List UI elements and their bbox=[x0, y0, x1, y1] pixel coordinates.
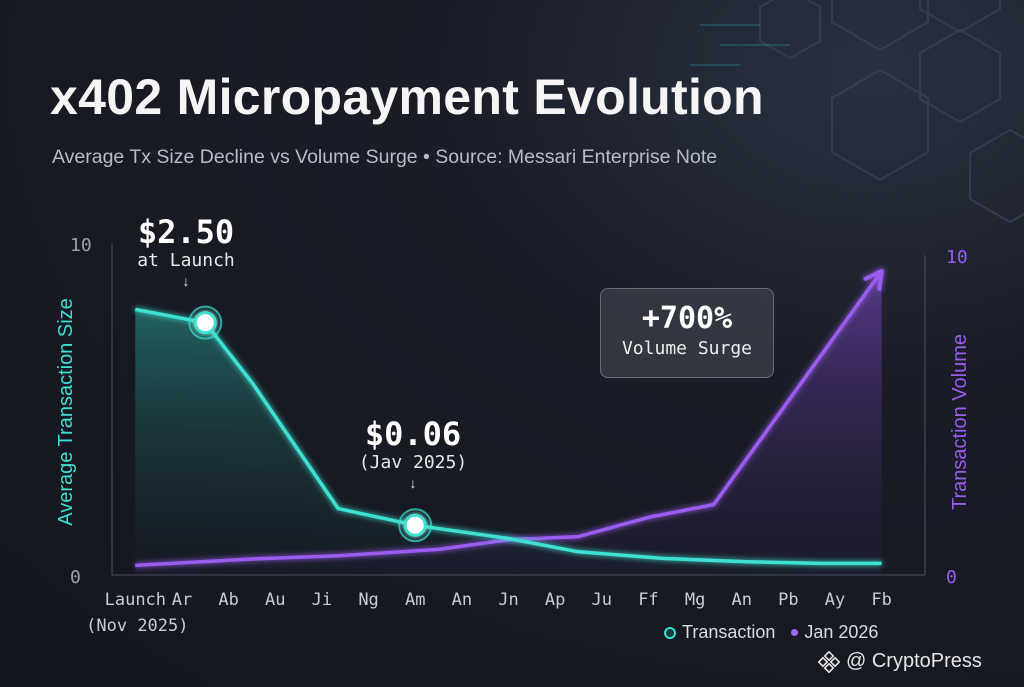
x-tick-label: Ar bbox=[172, 590, 192, 610]
volume-surge-box: +700% Volume Surge bbox=[600, 288, 774, 378]
y-axis-left-title: Average Transaction Size bbox=[55, 298, 77, 526]
left-tick-label: 0 bbox=[70, 567, 81, 588]
watermark-text: @ CryptoPress bbox=[846, 650, 982, 672]
x-tick-label: Au bbox=[265, 590, 285, 610]
down-arrow-icon: ↓ bbox=[182, 273, 190, 289]
x-tick-label: Ju bbox=[592, 590, 612, 610]
low-label: (Jav 2025) bbox=[358, 452, 468, 473]
right-tick-label: 10 bbox=[946, 247, 968, 268]
chart-title: x402 Micropayment Evolution bbox=[50, 69, 764, 125]
x-tick-label: Am bbox=[405, 590, 425, 610]
right-tick-label: 0 bbox=[946, 567, 957, 588]
left-tick-label: 10 bbox=[70, 235, 92, 256]
volume-area bbox=[135, 271, 882, 575]
surge-label: Volume Surge bbox=[621, 338, 753, 359]
chart-legend: Transaction Jan 2026 bbox=[664, 622, 878, 643]
y-axis-right-title: Transaction Volume bbox=[949, 334, 971, 510]
legend-transaction-label: Transaction bbox=[682, 622, 776, 642]
chart-subtitle: Average Tx Size Decline vs Volume Surge … bbox=[52, 146, 718, 168]
low-value: $0.06 bbox=[364, 415, 462, 453]
x-tick-label: Fb bbox=[871, 590, 891, 610]
highlight-ring bbox=[398, 508, 433, 543]
x-tick-label: An bbox=[731, 590, 751, 610]
x-tick-label: Ji bbox=[312, 590, 332, 610]
x-tick-label: Ng bbox=[358, 590, 378, 610]
x-tick-label: Ff bbox=[638, 590, 658, 610]
legend-volume-label: Jan 2026 bbox=[804, 622, 879, 642]
x-tick-label: Jn bbox=[498, 590, 518, 610]
x-tick-sublabel: (Nov 2025) bbox=[86, 616, 188, 636]
launch-callout: $2.50 at Launch ↓ bbox=[116, 214, 256, 290]
down-arrow-icon: ↓ bbox=[409, 475, 417, 491]
transaction-area bbox=[135, 309, 882, 575]
launch-label: at Launch bbox=[137, 250, 235, 271]
highlight-ring bbox=[188, 305, 223, 340]
x-tick-label: Ap bbox=[545, 590, 565, 610]
binance-diamond-icon bbox=[818, 650, 840, 673]
x-tick-label: An bbox=[452, 590, 472, 610]
legend-transaction-marker-icon bbox=[664, 626, 676, 639]
x-tick-label: Mg bbox=[685, 590, 705, 610]
watermark: @ CryptoPress bbox=[818, 650, 982, 673]
legend-volume-marker-icon bbox=[791, 629, 799, 636]
launch-value: $2.50 bbox=[137, 213, 235, 251]
launch-highlight-point bbox=[193, 311, 217, 335]
low-callout: $0.06 (Jav 2025) ↓ bbox=[340, 416, 486, 492]
low-highlight-point bbox=[403, 513, 427, 537]
x-tick-label: Ay bbox=[825, 590, 845, 610]
x-tick-label: Launch bbox=[105, 590, 166, 610]
surge-value: +700% bbox=[641, 301, 733, 336]
x-tick-label: Pb bbox=[778, 590, 798, 610]
x-tick-label: Ab bbox=[218, 590, 238, 610]
